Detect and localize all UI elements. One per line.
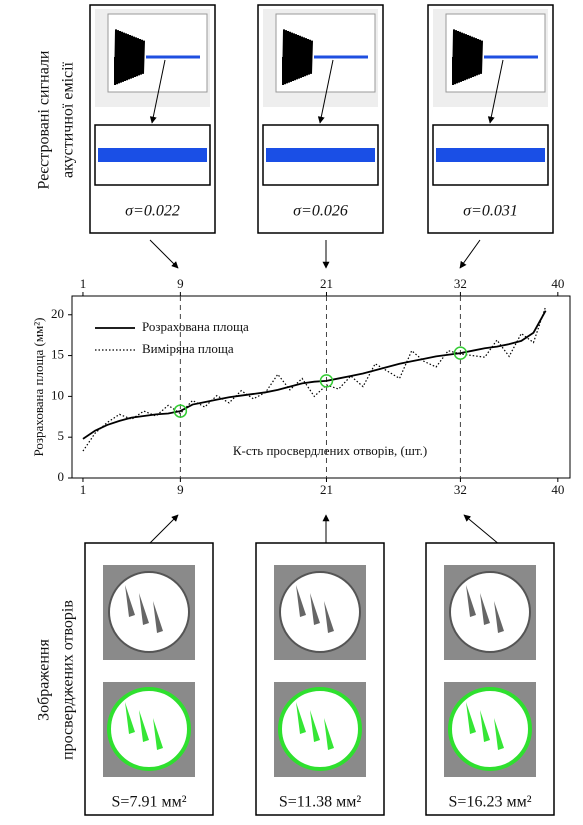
x-axis-label: К-сть просвердлених отворів, (шт.) (233, 443, 427, 458)
waveform (452, 29, 483, 86)
x-tick-label: 1 (80, 482, 87, 497)
chip (494, 601, 504, 633)
sigma-label: σ=0.031 (463, 203, 518, 220)
chip (466, 702, 476, 734)
highlight-marker (319, 374, 334, 388)
chip (324, 718, 334, 750)
zoom-signal (98, 148, 207, 162)
x-tick-label-top: 40 (551, 276, 564, 291)
chip (296, 585, 306, 617)
zoom-signal (266, 148, 375, 162)
sigma-label: σ=0.022 (125, 203, 180, 220)
sigma-label: σ=0.026 (293, 203, 348, 220)
y-tick-label: 5 (58, 428, 65, 443)
highlight-marker (453, 346, 468, 360)
chip (125, 585, 135, 617)
x-tick-label: 21 (320, 482, 333, 497)
legend-label: Розрахована площа (142, 319, 249, 334)
x-tick-label: 40 (551, 482, 564, 497)
chip (324, 601, 334, 633)
x-tick-label-top: 32 (454, 276, 467, 291)
y-tick-label: 15 (51, 347, 64, 362)
series-line (82, 310, 547, 440)
plot-frame (71, 295, 571, 479)
arrow (147, 514, 179, 546)
chip (310, 710, 320, 742)
side-label: Реєстровані сигнали (36, 50, 53, 189)
chip (139, 710, 149, 742)
hole (449, 571, 531, 653)
hole (278, 687, 362, 771)
arrow (459, 239, 481, 269)
chip (310, 593, 320, 625)
arrow (149, 239, 179, 269)
series-line (82, 306, 547, 452)
chip (296, 702, 306, 734)
x-tick-label-top: 21 (320, 276, 333, 291)
area-label: S=11.38 мм² (279, 794, 362, 811)
chip (153, 601, 163, 633)
hole (279, 571, 361, 653)
arrow (463, 514, 501, 546)
chip (480, 710, 490, 742)
waveform (114, 29, 145, 86)
chip (466, 585, 476, 617)
waveform (282, 29, 313, 86)
x-tick-label-top: 9 (177, 276, 184, 291)
side-label: акустичної емісії (60, 61, 77, 178)
hole (108, 571, 190, 653)
zoom-arrow (149, 59, 166, 124)
y-tick-label: 10 (51, 387, 64, 402)
y-tick-label: 20 (51, 306, 64, 321)
x-tick-label: 32 (454, 482, 467, 497)
area-label: S=16.23 мм² (449, 794, 532, 811)
area-label: S=7.91 мм² (112, 794, 187, 811)
chip (153, 718, 163, 750)
zoom-arrow (487, 59, 504, 124)
y-tick-label: 0 (58, 469, 65, 484)
side-label: Зображення (36, 639, 53, 721)
hole (107, 687, 191, 771)
x-tick-label-top: 1 (80, 276, 87, 291)
chip (494, 718, 504, 750)
zoom-arrow (317, 59, 334, 124)
chip (125, 702, 135, 734)
highlight-marker (173, 404, 188, 418)
chip (139, 593, 149, 625)
x-tick-label: 9 (177, 482, 184, 497)
hole (448, 687, 532, 771)
chip (480, 593, 490, 625)
y-axis-label: Розрахована площа (мм²) (31, 317, 46, 456)
zoom-signal (436, 148, 545, 162)
legend-label: Виміряна площа (142, 341, 234, 356)
side-label: просверджених отворів (60, 600, 77, 760)
